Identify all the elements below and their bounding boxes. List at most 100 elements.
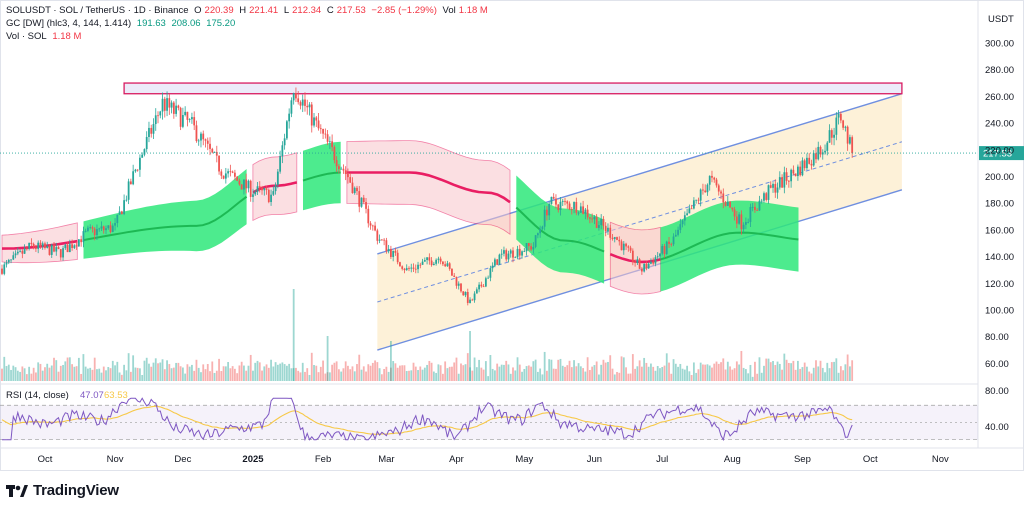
volume-bar xyxy=(161,359,164,381)
candle-body xyxy=(360,197,363,207)
volume-bar xyxy=(460,363,462,381)
candle-body xyxy=(276,171,279,185)
volume-bar xyxy=(387,371,390,381)
gc-band-red xyxy=(346,140,511,235)
volume-bar xyxy=(12,365,15,381)
volume-bar xyxy=(844,364,847,381)
candle-body xyxy=(211,148,214,153)
candle-body xyxy=(654,257,657,264)
candle-body xyxy=(44,243,46,248)
volume-bar xyxy=(279,363,282,381)
resistance-zone[interactable] xyxy=(123,82,903,95)
volume-bar xyxy=(220,371,223,381)
rsi-label[interactable]: RSI (14, close) xyxy=(6,390,69,401)
volume-bar xyxy=(724,369,727,381)
volume-bar xyxy=(550,359,553,381)
candle-body xyxy=(790,169,793,182)
candle-body xyxy=(337,166,340,170)
volume-bar xyxy=(258,362,261,381)
volume-bar xyxy=(738,364,741,381)
candle-body xyxy=(715,179,718,186)
volume-bar xyxy=(668,362,670,381)
volume-bar xyxy=(254,362,257,381)
volume-bar xyxy=(503,364,505,381)
candle-body xyxy=(21,250,24,254)
volume-bar xyxy=(374,360,376,381)
candle-body xyxy=(154,115,157,125)
candle-body xyxy=(48,246,51,255)
volume-bar xyxy=(91,369,94,381)
candle-body xyxy=(688,208,691,214)
volume-bar xyxy=(109,368,112,381)
tradingview-logo[interactable]: TradingView xyxy=(6,482,119,499)
candle-body xyxy=(229,171,232,173)
time-tick: Oct xyxy=(863,454,878,465)
candle-body xyxy=(175,105,178,114)
volume-bar xyxy=(570,367,573,381)
gc-midline xyxy=(83,195,248,242)
volume-bar xyxy=(679,363,682,381)
candle-body xyxy=(157,115,159,117)
candle-body xyxy=(815,153,817,160)
candle-body xyxy=(96,229,98,236)
candle-body xyxy=(659,253,661,257)
volume-bar xyxy=(132,355,135,381)
candle-body xyxy=(304,99,306,106)
candle-body xyxy=(123,200,125,215)
volume-bar xyxy=(356,364,358,381)
volume-indicator-legend[interactable]: Vol · SOL 1.18 M xyxy=(6,31,84,43)
time-axis[interactable]: Oct Nov Dec 2025 Feb Mar Apr May Jun Jul Aug Sep Oct… xyxy=(38,454,949,465)
candle-body xyxy=(188,119,191,121)
candle-body xyxy=(781,177,783,188)
volume-bar xyxy=(758,357,761,381)
candle-body xyxy=(760,200,763,202)
candle-body xyxy=(704,190,707,193)
candle-body xyxy=(731,207,734,210)
symbol-title[interactable]: SOLUSDT · SOL / TetherUS · 1D · Binance xyxy=(6,5,189,16)
volume-bar xyxy=(744,369,747,381)
candle-body xyxy=(84,230,87,232)
volume-bar xyxy=(595,361,598,381)
candle-body xyxy=(735,216,738,224)
volume-bar xyxy=(213,372,216,381)
volume-bar xyxy=(80,373,83,381)
symbol-legend[interactable]: SOLUSDT · SOL / TetherUS · 1D · Binance … xyxy=(6,5,491,17)
candle-body xyxy=(830,130,833,138)
candle-body xyxy=(699,189,702,201)
volume-bar xyxy=(1,368,3,381)
volume-bar xyxy=(331,364,334,381)
candle-body xyxy=(645,263,648,269)
volume-bar xyxy=(410,370,413,381)
candle-body xyxy=(600,219,603,226)
candle-body xyxy=(197,140,200,142)
candle-body xyxy=(362,197,365,203)
volume-bar xyxy=(319,366,322,381)
candle-body xyxy=(331,141,334,148)
rsi-pane[interactable] xyxy=(0,397,978,442)
gc-midline xyxy=(660,231,799,261)
gc-indicator-legend[interactable]: GC [DW] (hlc3, 4, 144, 1.414) 191.63 208… xyxy=(6,18,238,30)
volume-bar xyxy=(46,363,49,381)
time-tick: Nov xyxy=(107,454,124,465)
candle-body xyxy=(765,193,768,200)
candle-body xyxy=(222,175,225,179)
candle-body xyxy=(611,237,614,239)
candle-body xyxy=(392,250,395,257)
rising-channel[interactable] xyxy=(377,93,903,351)
candle-body xyxy=(512,250,514,258)
candle-body xyxy=(494,259,496,266)
gc-indicator-label[interactable]: GC [DW] (hlc3, 4, 144, 1.414) xyxy=(6,18,132,29)
price-axis[interactable]: 300.00 280.00 260.00 240.00 220.00 200.00 180.… xyxy=(985,39,1014,370)
volume-bar xyxy=(794,369,797,381)
volume-bar xyxy=(231,366,234,381)
volume-bar xyxy=(385,366,388,381)
volume-bar xyxy=(412,362,415,381)
candle-body xyxy=(713,177,716,180)
volume-bar xyxy=(159,362,162,381)
candle-body xyxy=(679,224,682,230)
candle-body xyxy=(335,160,338,167)
candle-body xyxy=(274,184,277,192)
candle-body xyxy=(787,180,790,182)
volume-indicator-label[interactable]: Vol · SOL xyxy=(6,31,47,42)
